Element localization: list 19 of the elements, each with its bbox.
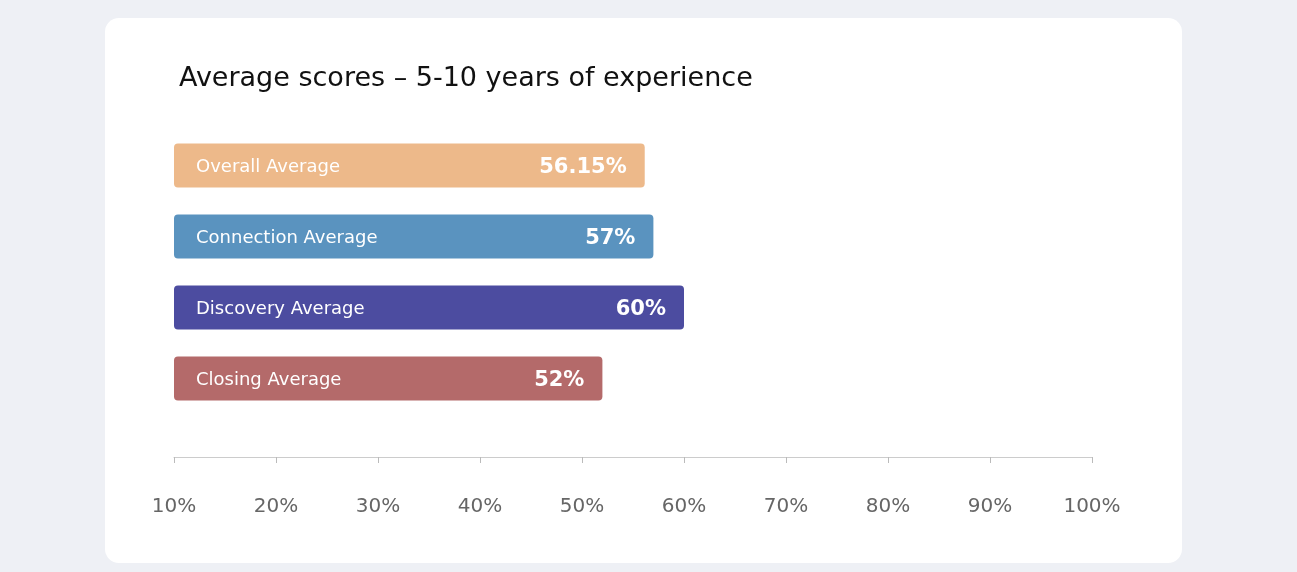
x-tick-label: 10% (151, 493, 197, 517)
x-tick-label: 70% (763, 493, 809, 517)
y-tick-label: Closing Average (196, 368, 342, 389)
data-label: 56.15% (539, 153, 627, 178)
x-tick-label: 40% (457, 493, 503, 517)
y-tick-label: Connection Average (196, 226, 378, 247)
y-tick-label: Overall Average (196, 155, 340, 176)
data-label: 60% (615, 295, 666, 320)
x-tick-label: 50% (559, 493, 605, 517)
data-label: 57% (585, 224, 636, 249)
x-tick-label: 20% (253, 493, 299, 517)
data-label: 52% (534, 366, 585, 391)
x-tick-label: 60% (661, 493, 707, 517)
x-tick-label: 100% (1063, 493, 1121, 517)
y-tick-label: Discovery Average (196, 297, 365, 318)
x-tick-label: 90% (967, 493, 1013, 517)
chart-title: Average scores – 5-10 years of experience (179, 61, 753, 92)
x-tick-label: 80% (865, 493, 911, 517)
x-tick-label: 30% (355, 493, 401, 517)
